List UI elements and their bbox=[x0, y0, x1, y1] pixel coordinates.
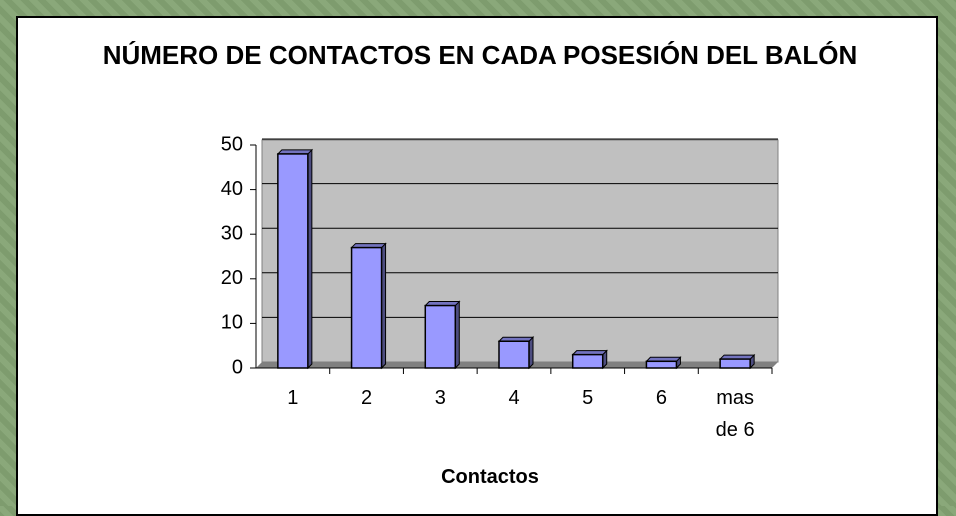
bar bbox=[645, 360, 678, 369]
bar bbox=[571, 353, 604, 369]
y-tick-label: 10 bbox=[221, 312, 243, 334]
y-tick-label: 40 bbox=[221, 178, 243, 200]
y-tick-label: 0 bbox=[232, 356, 243, 378]
x-tick-label: 2 bbox=[361, 387, 373, 409]
y-tick-label: 20 bbox=[221, 267, 243, 289]
x-tick-label: mas de 6 bbox=[715, 387, 755, 441]
x-tick-label: 4 bbox=[508, 387, 520, 409]
x-tick-label: 3 bbox=[434, 387, 446, 409]
y-tick-label: 50 bbox=[221, 133, 243, 155]
x-tick-label: 5 bbox=[582, 387, 594, 409]
x-tick-label: 6 bbox=[655, 387, 667, 409]
bar bbox=[424, 304, 457, 369]
x-tick-label: 1 bbox=[287, 387, 299, 409]
chart-title: NÚMERO DE CONTACTOS EN CADA POSESIÓN DEL… bbox=[102, 40, 858, 70]
y-tick-label: 30 bbox=[221, 222, 243, 244]
back-wall bbox=[261, 139, 779, 363]
x-axis-label: Contactos bbox=[441, 466, 539, 488]
bar bbox=[498, 340, 530, 369]
bar bbox=[277, 153, 309, 369]
bar bbox=[350, 246, 383, 369]
bar bbox=[719, 358, 751, 369]
